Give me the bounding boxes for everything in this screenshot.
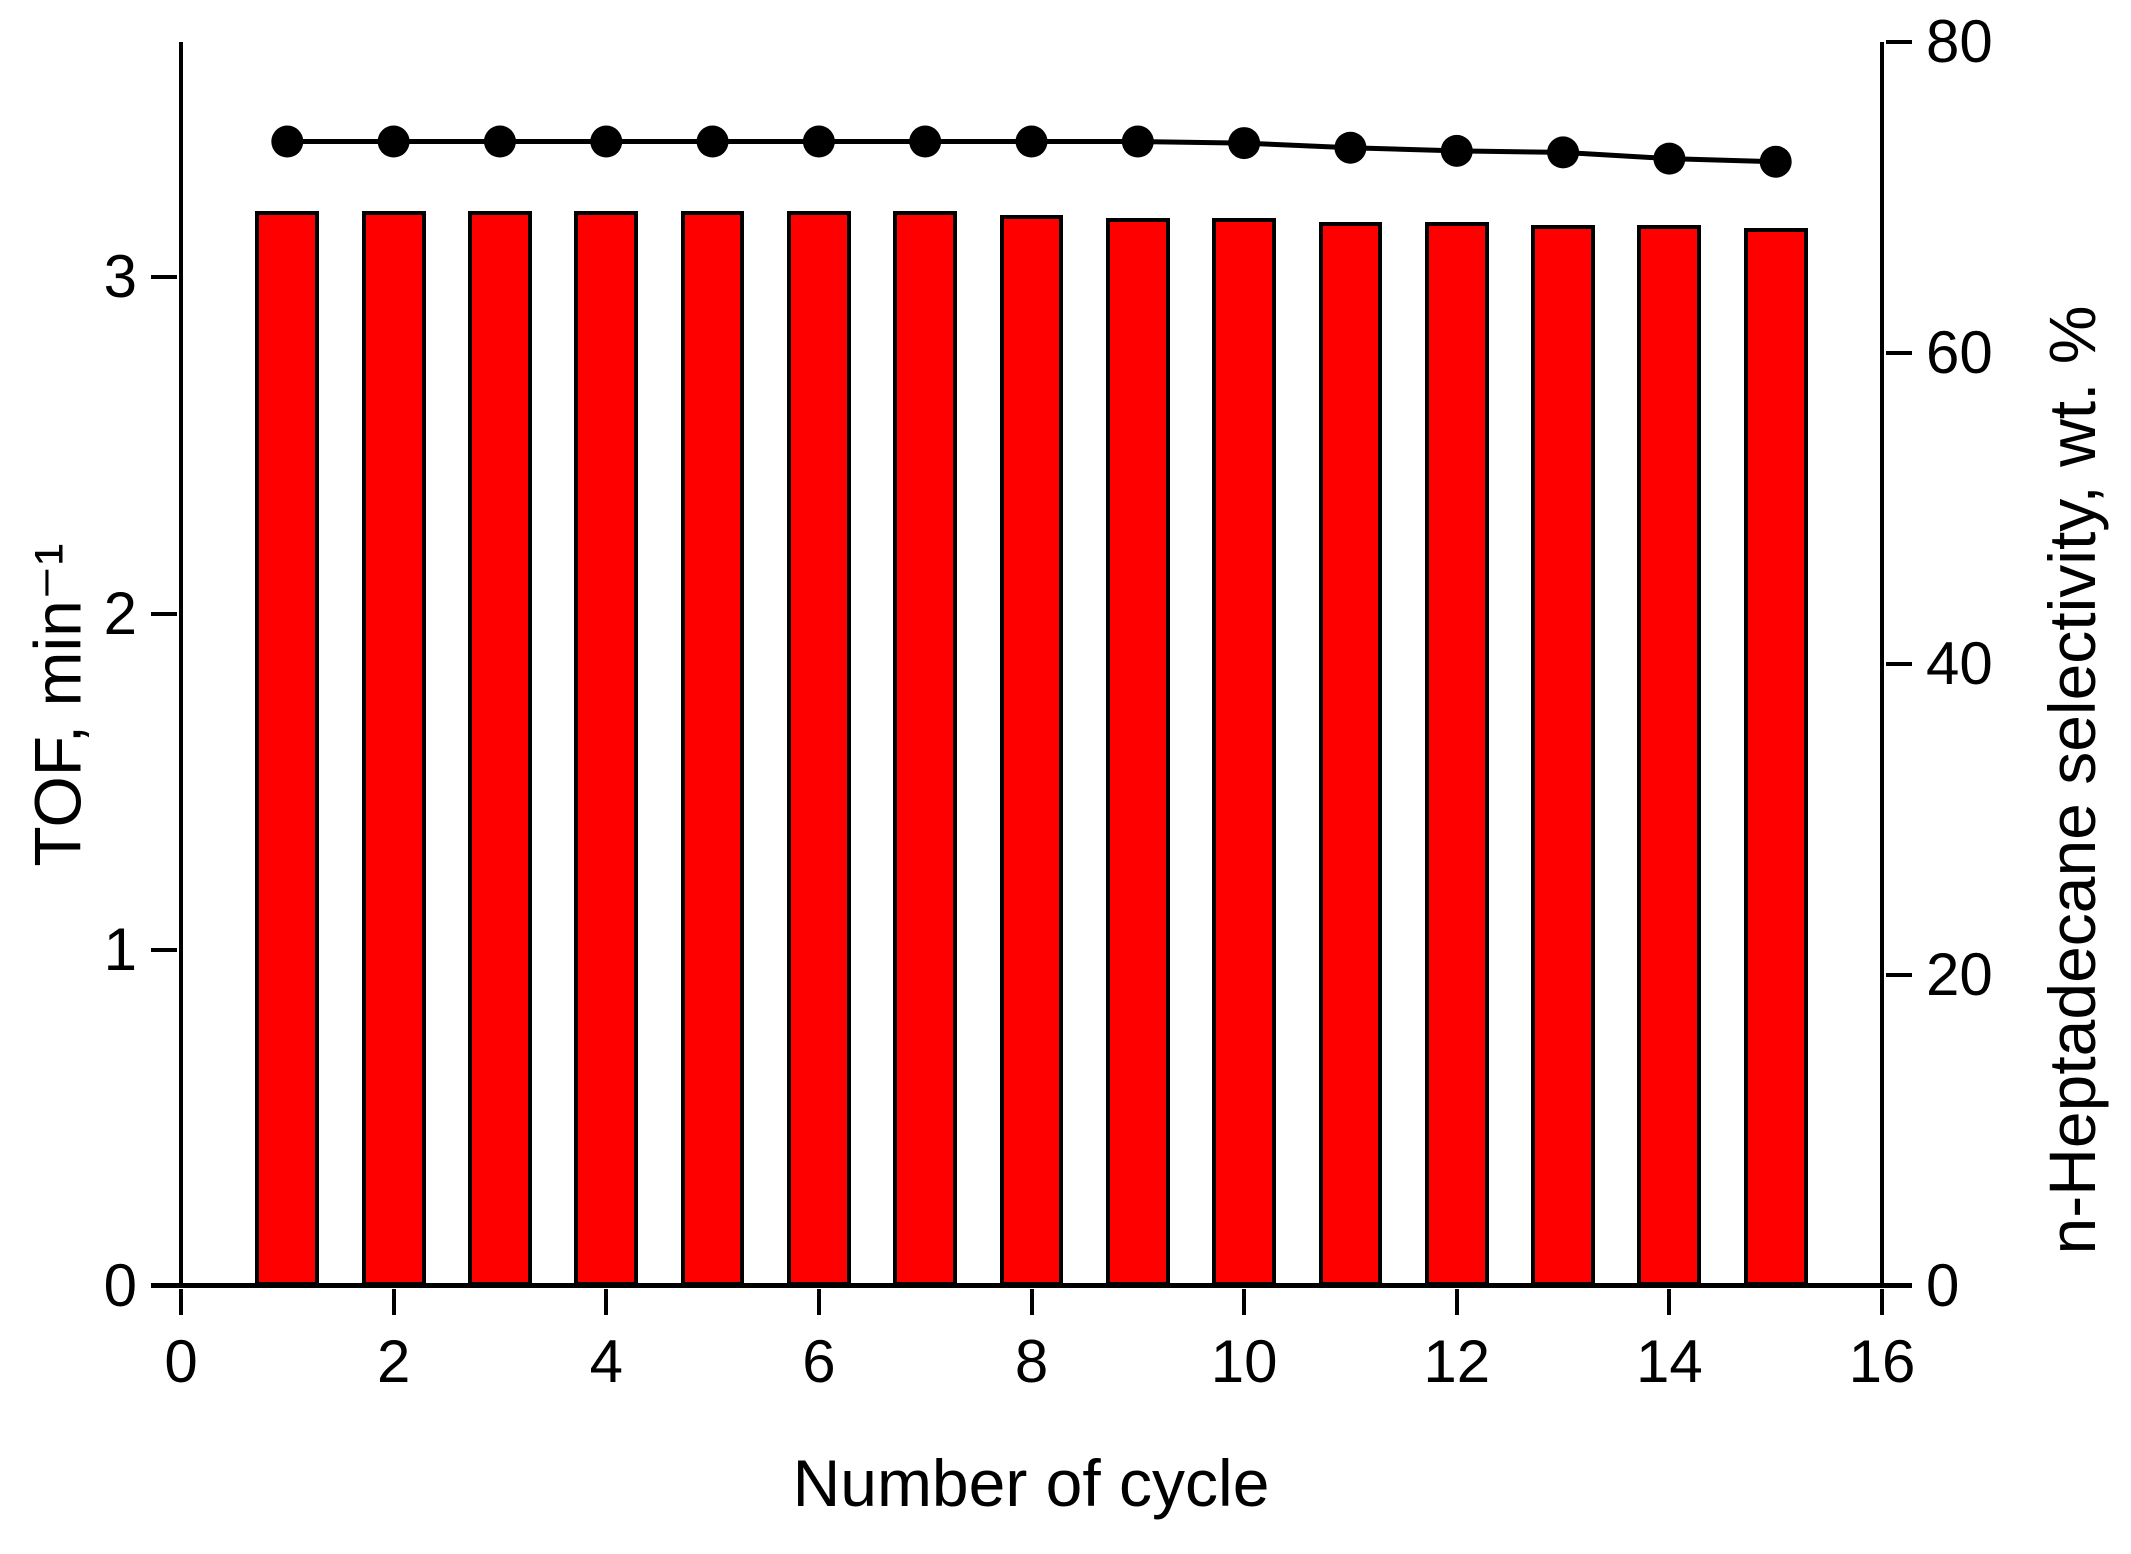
left-axis-spine [179, 42, 183, 1288]
selectivity-marker-cycle-10 [1228, 127, 1261, 160]
selectivity-marker-cycle-8 [1015, 125, 1048, 158]
x-tick-6 [816, 1289, 821, 1315]
x-tick-12 [1454, 1289, 1459, 1315]
left-y-tick-2 [151, 611, 177, 616]
selectivity-marker-cycle-15 [1759, 145, 1792, 178]
x-tick-label-10: 10 [1210, 1328, 1278, 1395]
selectivity-marker-cycle-4 [590, 125, 623, 158]
left-y-tick-label-3: 3 [103, 243, 137, 311]
selectivity-line [287, 139, 1776, 165]
bar-cycle-2 [361, 211, 426, 1286]
bar-cycle-9 [1105, 218, 1170, 1286]
x-tick-10 [1242, 1289, 1247, 1315]
x-tick-label-12: 12 [1423, 1328, 1491, 1395]
right-y-tick-label-60: 60 [1926, 319, 1993, 386]
bar-cycle-10 [1212, 218, 1276, 1286]
left-y-tick-1 [151, 947, 177, 952]
bar-cycle-6 [786, 211, 851, 1286]
right-y-tick-80 [1886, 40, 1912, 44]
left-y-axis-title: TOF, min⁻¹ [20, 543, 95, 867]
right-y-tick-40 [1886, 662, 1912, 666]
left-y-tick-3 [151, 275, 177, 280]
selectivity-marker-cycle-7 [909, 125, 942, 158]
bar-cycle-5 [680, 211, 745, 1286]
left-y-tick-label-1: 1 [103, 915, 137, 983]
selectivity-marker-cycle-2 [377, 125, 410, 158]
right-y-tick-label-0: 0 [1926, 1252, 1960, 1319]
bar-cycle-15 [1743, 228, 1808, 1286]
x-tick-label-2: 2 [376, 1328, 411, 1395]
x-tick-label-8: 8 [1014, 1328, 1049, 1395]
right-y-tick-label-80: 80 [1926, 8, 1993, 75]
x-tick-14 [1667, 1289, 1672, 1315]
x-tick-8 [1029, 1289, 1034, 1315]
bar-cycle-11 [1318, 221, 1383, 1286]
left-y-tick-label-0: 0 [103, 1252, 137, 1319]
left-y-tick-label-2: 2 [103, 579, 137, 647]
left-y-tick-0 [151, 1284, 177, 1288]
x-tick-2 [391, 1289, 396, 1315]
right-y-tick-60 [1886, 351, 1912, 355]
bar-cycle-7 [893, 211, 958, 1286]
x-tick-label-14: 14 [1636, 1328, 1703, 1395]
x-tick-label-4: 4 [589, 1328, 623, 1395]
selectivity-marker-cycle-13 [1547, 136, 1580, 169]
right-y-axis-title: n-Heptadecane selectivity, wt. % [2035, 305, 2109, 1255]
right-y-tick-0 [1886, 1284, 1912, 1288]
plot-area: 0 2 4 6 8 10 12 14 16 0 1 2 3 0 20 40 60 80 [104, 12, 1993, 1392]
bar-cycle-14 [1637, 224, 1702, 1286]
selectivity-marker-cycle-5 [696, 125, 729, 158]
x-tick-label-16: 16 [1848, 1328, 1916, 1395]
selectivity-marker-cycle-1 [271, 125, 304, 158]
bar-cycle-4 [574, 211, 639, 1286]
x-tick-label-6: 6 [802, 1328, 836, 1395]
x-tick-16 [1880, 1289, 1884, 1315]
x-tick-4 [604, 1289, 609, 1315]
x-tick-label-0: 0 [164, 1328, 198, 1395]
selectivity-marker-cycle-14 [1653, 142, 1686, 175]
bar-cycle-8 [999, 214, 1064, 1286]
selectivity-marker-cycle-6 [802, 125, 835, 158]
x-axis-title: Number of cycle [792, 1446, 1270, 1520]
right-axis-spine [1880, 42, 1884, 1288]
selectivity-marker-cycle-9 [1121, 125, 1154, 158]
right-y-tick-label-20: 20 [1926, 941, 1993, 1008]
bar-cycle-3 [468, 211, 532, 1286]
selectivity-marker-cycle-11 [1334, 131, 1367, 164]
right-y-tick-20 [1886, 973, 1912, 977]
bar-cycle-12 [1424, 221, 1489, 1286]
selectivity-marker-cycle-12 [1440, 134, 1473, 167]
selectivity-marker-cycle-3 [483, 125, 516, 158]
bar-cycle-13 [1531, 224, 1595, 1286]
right-y-tick-label-40: 40 [1926, 630, 1993, 697]
x-tick-0 [179, 1289, 183, 1315]
bar-cycle-1 [255, 211, 320, 1286]
